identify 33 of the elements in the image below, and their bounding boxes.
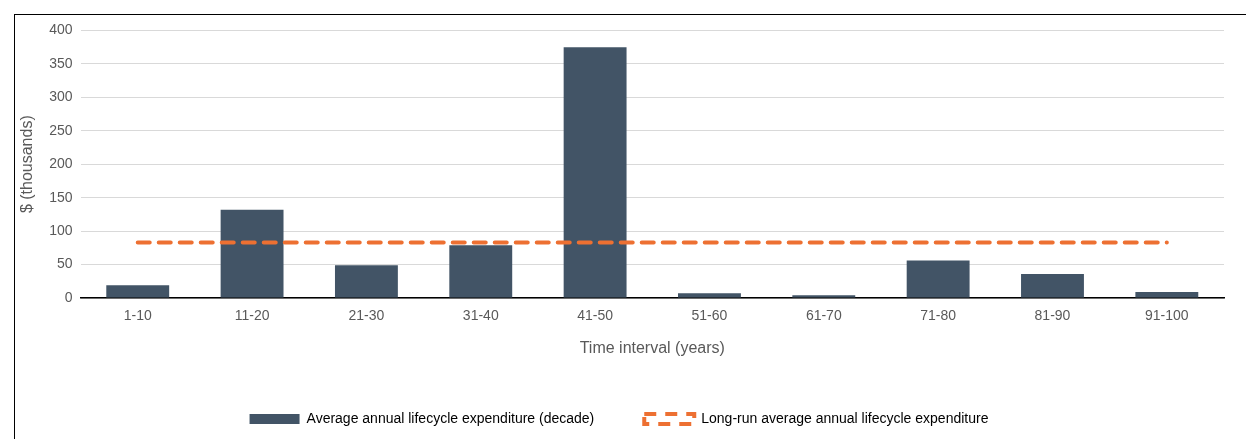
x-tick-label: 1-10 (123, 307, 152, 324)
x-tick-label: 11-20 (234, 307, 270, 324)
y-axis-title: $ (thousands) (18, 115, 36, 214)
y-tick-label: 350 (49, 54, 73, 71)
y-tick-label: 200 (49, 155, 73, 172)
bar (1135, 291, 1199, 298)
bar (678, 293, 741, 298)
x-tick-label: 81-90 (1034, 307, 1071, 324)
x-tick-label: 21-30 (348, 307, 385, 324)
bar (106, 285, 170, 298)
x-tick-label: 51-60 (691, 307, 728, 324)
bar (563, 47, 627, 298)
legend-label: Long-run average annual lifecycle expenditure (701, 409, 989, 426)
y-tick-label: 150 (49, 188, 73, 205)
x-tick-label: 91-100 (1145, 307, 1189, 324)
legend-label: Average annual lifecycle expenditure (decade) (306, 409, 595, 426)
bar (906, 260, 970, 298)
bar (449, 245, 513, 298)
bar (220, 209, 284, 298)
y-tick-label: 50 (56, 255, 73, 272)
x-tick-label: 61-70 (805, 307, 842, 324)
x-axis-title: Time interval (years) (579, 338, 725, 356)
y-tick-label: 250 (49, 121, 73, 138)
x-tick-label: 71-80 (920, 307, 957, 324)
y-tick-label: 400 (49, 21, 73, 38)
y-tick-label: 0 (64, 288, 73, 305)
x-tick-label: 41-50 (577, 307, 614, 324)
y-tick-label: 300 (49, 88, 73, 105)
y-tick-label: 100 (49, 221, 73, 238)
bar (792, 295, 856, 298)
bar (1021, 273, 1084, 298)
bar (334, 265, 398, 298)
x-tick-label: 31-40 (462, 307, 499, 324)
